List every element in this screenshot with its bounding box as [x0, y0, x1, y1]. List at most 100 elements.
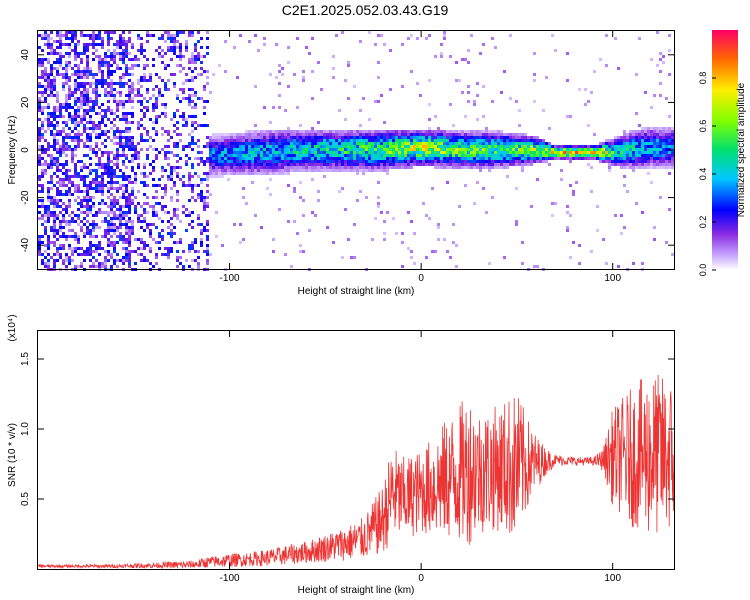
spectrogram-cell: [482, 163, 485, 166]
spectrogram-cell: [515, 151, 518, 154]
spectrogram-cell: [47, 262, 50, 265]
spectrogram-cell: [485, 211, 488, 214]
spectrogram-cell: [356, 148, 359, 151]
spectrogram-cell: [128, 202, 131, 205]
spectrogram-cell: [407, 247, 410, 250]
spectrogram-cell: [377, 166, 380, 169]
spectrogram-cell: [149, 118, 152, 121]
spectrogram-cell: [68, 37, 71, 40]
spectrogram-cell: [101, 79, 104, 82]
spectrogram-cell: [494, 139, 497, 142]
spectrogram-cell: [518, 160, 521, 163]
spectrogram-cell: [377, 136, 380, 139]
spectrogram-cell: [515, 142, 518, 145]
spectrogram-cell: [488, 133, 491, 136]
spectrogram-cell: [119, 55, 122, 58]
spectrogram-cell: [434, 148, 437, 151]
spectrogram-cell: [455, 265, 458, 268]
spectrogram-cell: [98, 37, 101, 40]
spectrogram-cell: [209, 175, 212, 178]
spectrogram-cell: [200, 178, 203, 181]
spectrogram-cell: [368, 151, 371, 154]
spectrogram-cell: [119, 238, 122, 241]
spectrogram-cell: [125, 67, 128, 70]
spectrogram-cell: [527, 148, 530, 151]
spectrogram-cell: [113, 130, 116, 133]
spectrogram-cell: [188, 34, 191, 37]
spectrogram-cell: [56, 46, 59, 49]
spectrogram-cell: [488, 160, 491, 163]
spectrogram-cell: [125, 256, 128, 259]
spectrogram-cell: [209, 163, 212, 166]
spectrogram-cell: [446, 181, 449, 184]
spectrogram-cell: [473, 100, 476, 103]
spectrogram-cell: [458, 136, 461, 139]
spectrogram-cell: [362, 133, 365, 136]
spectrogram-cell: [92, 127, 95, 130]
spectrogram-cell: [443, 136, 446, 139]
spectrogram-cell: [269, 154, 272, 157]
spectrogram-cell: [371, 139, 374, 142]
spectrogram-cell: [437, 154, 440, 157]
spectrogram-cell: [83, 196, 86, 199]
spectrogram-cell: [479, 130, 482, 133]
spectrogram-cell: [164, 169, 167, 172]
spectrogram-cell: [101, 262, 104, 265]
spectrogram-cell: [302, 163, 305, 166]
spectrogram-cell: [665, 139, 668, 142]
spectrogram-cell: [452, 148, 455, 151]
spectrogram-cell: [83, 67, 86, 70]
spectrogram-cell: [116, 115, 119, 118]
spectrogram-cell: [470, 148, 473, 151]
spectrogram-cell: [401, 160, 404, 163]
spectrogram-cell: [92, 76, 95, 79]
spectrogram-cell: [47, 82, 50, 85]
spectrogram-cell: [191, 190, 194, 193]
spectrogram-cell: [245, 142, 248, 145]
spectrogram-cell: [653, 130, 656, 133]
spectrogram-cell: [236, 139, 239, 142]
spectrogram-cell: [356, 145, 359, 148]
spectrogram-cell: [356, 199, 359, 202]
spectrogram-cell: [146, 175, 149, 178]
spectrogram-cell: [305, 142, 308, 145]
spectrogram-cell: [644, 139, 647, 142]
spectrogram-cell: [86, 70, 89, 73]
spectrogram-cell: [101, 151, 104, 154]
spectrogram-cell: [131, 43, 134, 46]
spectrogram-cell: [605, 139, 608, 142]
spectrogram-cell: [245, 154, 248, 157]
spectrogram-cell: [173, 85, 176, 88]
spectrogram-cell: [242, 145, 245, 148]
spectrogram-cell: [401, 139, 404, 142]
spectrogram-cell: [116, 154, 119, 157]
spectrogram-cell: [383, 133, 386, 136]
spectrogram-cell: [494, 157, 497, 160]
spectrogram-cell: [65, 124, 68, 127]
spectrogram-cell: [296, 163, 299, 166]
spectrogram-cell: [155, 103, 158, 106]
spectrogram-cell: [257, 151, 260, 154]
spectrogram-cell: [431, 148, 434, 151]
spectrogram-cell: [47, 199, 50, 202]
spectrogram-cell: [41, 163, 44, 166]
spectrogram-cell: [629, 163, 632, 166]
spectrogram-cell: [122, 235, 125, 238]
spectrogram-cell: [110, 88, 113, 91]
spectrogram-cell: [320, 151, 323, 154]
spectrogram-cell: [656, 157, 659, 160]
spectrogram-cell: [467, 142, 470, 145]
spectrogram-cell: [644, 163, 647, 166]
spectrogram-cell: [599, 157, 602, 160]
spectrogram-cell: [338, 139, 341, 142]
spectrogram-cell: [368, 163, 371, 166]
spectrogram-cell: [503, 142, 506, 145]
spectrogram-cell: [476, 82, 479, 85]
spectrogram-cell: [167, 220, 170, 223]
spectrogram-cell: [557, 157, 560, 160]
spectrogram-cell: [62, 136, 65, 139]
spectrogram-cell: [218, 142, 221, 145]
spectrogram-cell: [557, 145, 560, 148]
spectrogram-cell: [419, 94, 422, 97]
spectrogram-cell: [152, 166, 155, 169]
